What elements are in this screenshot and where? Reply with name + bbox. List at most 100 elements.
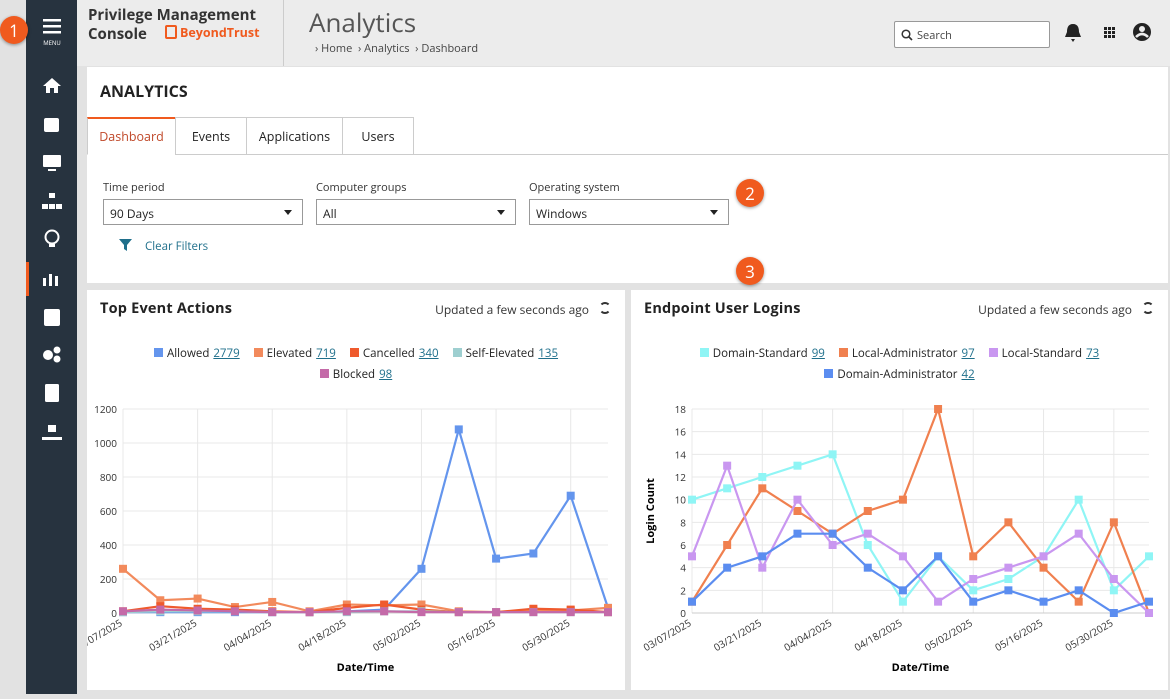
series-line (122, 608, 608, 614)
legend-item[interactable]: Blocked 98 (319, 367, 393, 382)
panel-title: ANALYTICS (100, 80, 188, 102)
badge: 1 (0, 16, 28, 44)
x-tick-label: 03/21/2025 (146, 615, 199, 654)
x-tick-label: 03/07/2025 (641, 615, 694, 654)
tab[interactable]: Dashboard (87, 117, 176, 155)
point (723, 461, 732, 470)
legend-total: 2779 (213, 346, 240, 361)
crumb[interactable]: Analytics (364, 41, 410, 56)
bell-icon[interactable] (1065, 24, 1081, 42)
clear-filters[interactable]: Clear Filters (145, 239, 209, 254)
user-icon[interactable] (1133, 23, 1151, 41)
point (342, 607, 351, 616)
legend-swatch (253, 348, 263, 357)
filter-select[interactable]: 90 Days (103, 199, 303, 225)
legend-item[interactable]: Local-Administrator 97 (838, 346, 975, 361)
point (604, 603, 612, 612)
y-tick-label: 0 (111, 606, 117, 620)
point (688, 597, 696, 606)
y-tick-label: 600 (100, 504, 117, 518)
y-tick-label: 16 (675, 425, 687, 439)
y-tick-label: 1200 (94, 402, 117, 416)
legend-item[interactable]: Domain-Standard 99 (699, 346, 825, 361)
legend-item[interactable]: Allowed 2779 (153, 346, 240, 361)
legend-label: Self-Elevated (465, 346, 535, 361)
x-axis-title: Date/Time (337, 660, 395, 675)
header: Privilege Management Console BeyondTrust … (77, 0, 1170, 66)
legend-swatch (699, 348, 709, 357)
point (119, 564, 127, 573)
filter-select[interactable]: All (316, 199, 516, 225)
legend-item[interactable]: Local-Standard 73 (988, 346, 1099, 361)
point (119, 607, 127, 616)
point (417, 608, 426, 617)
product-line: Console (88, 24, 147, 44)
chart: 0 2 4 6 8 10 12 14 16 18 03/07/2025 03/21/2025 04/04… (641, 402, 1153, 675)
point (1004, 575, 1013, 583)
x-tick-label: 04/04/2025 (781, 615, 834, 654)
product-name: Privilege Management Console (88, 6, 256, 44)
point (758, 484, 767, 493)
point (723, 563, 732, 572)
point (417, 564, 426, 573)
point (492, 608, 501, 617)
refresh-button[interactable] (599, 302, 611, 314)
x-axis-title: Date/Time (892, 660, 950, 675)
point (1074, 586, 1083, 595)
crumb[interactable]: Home (321, 41, 353, 56)
point (1039, 563, 1048, 572)
page-title: Analytics (309, 4, 417, 40)
point (193, 594, 202, 603)
point (688, 495, 696, 504)
filter-select[interactable]: Windows (529, 199, 729, 225)
legend-total: 98 (379, 367, 393, 382)
legend-swatch (452, 348, 462, 357)
tab[interactable]: Applications (246, 117, 343, 155)
y-tick-label: 8 (680, 515, 686, 529)
y-tick-label: 10 (675, 493, 687, 507)
sidebar: MENU (26, 0, 77, 694)
refresh-button[interactable] (1142, 302, 1154, 314)
point (969, 586, 978, 595)
point (828, 541, 837, 549)
legend-item[interactable]: Cancelled 340 (349, 346, 439, 361)
chart-title: Endpoint User Logins (644, 299, 801, 318)
point (268, 608, 277, 617)
point (529, 549, 538, 558)
analytics-panel: ANALYTICS (87, 67, 1168, 283)
legend-item[interactable]: Self-Elevated 135 (452, 346, 558, 361)
point (380, 600, 389, 609)
legend-total: 97 (961, 346, 975, 361)
legend-item[interactable]: Elevated 719 (253, 346, 336, 361)
tab[interactable]: Users (342, 117, 414, 155)
menu-label: MENU (43, 39, 61, 47)
point (1004, 518, 1013, 527)
point (1004, 586, 1013, 595)
point (380, 607, 389, 616)
legend-label: Domain-Administrator (837, 367, 958, 382)
point (604, 608, 612, 617)
brand: BeyondTrust (165, 24, 260, 41)
header-icons (1065, 23, 1151, 42)
point (863, 541, 872, 549)
search-box[interactable]: Search (894, 21, 1050, 48)
legend-item[interactable]: Domain-Administrator 42 (824, 367, 975, 382)
y-tick-label: 800 (100, 470, 117, 484)
tab[interactable]: Events (175, 117, 247, 155)
product-line: Privilege Management (88, 5, 257, 25)
chart-title: Top Event Actions (100, 299, 233, 318)
point (1074, 597, 1083, 606)
chart-panel: Top Event Actions Updated a few seconds a… (87, 290, 625, 690)
point (758, 473, 767, 481)
series-line (691, 532, 1150, 615)
y-tick-label: 4 (680, 561, 686, 575)
breadcrumb: › Home › Analytics › Dashboard (315, 41, 479, 56)
point (1039, 552, 1048, 561)
filter-label: Time period (103, 180, 165, 195)
search-placeholder: Search (917, 28, 952, 43)
point (863, 563, 872, 572)
point (454, 608, 463, 617)
point (793, 507, 802, 515)
apps-icon[interactable] (1104, 27, 1115, 38)
